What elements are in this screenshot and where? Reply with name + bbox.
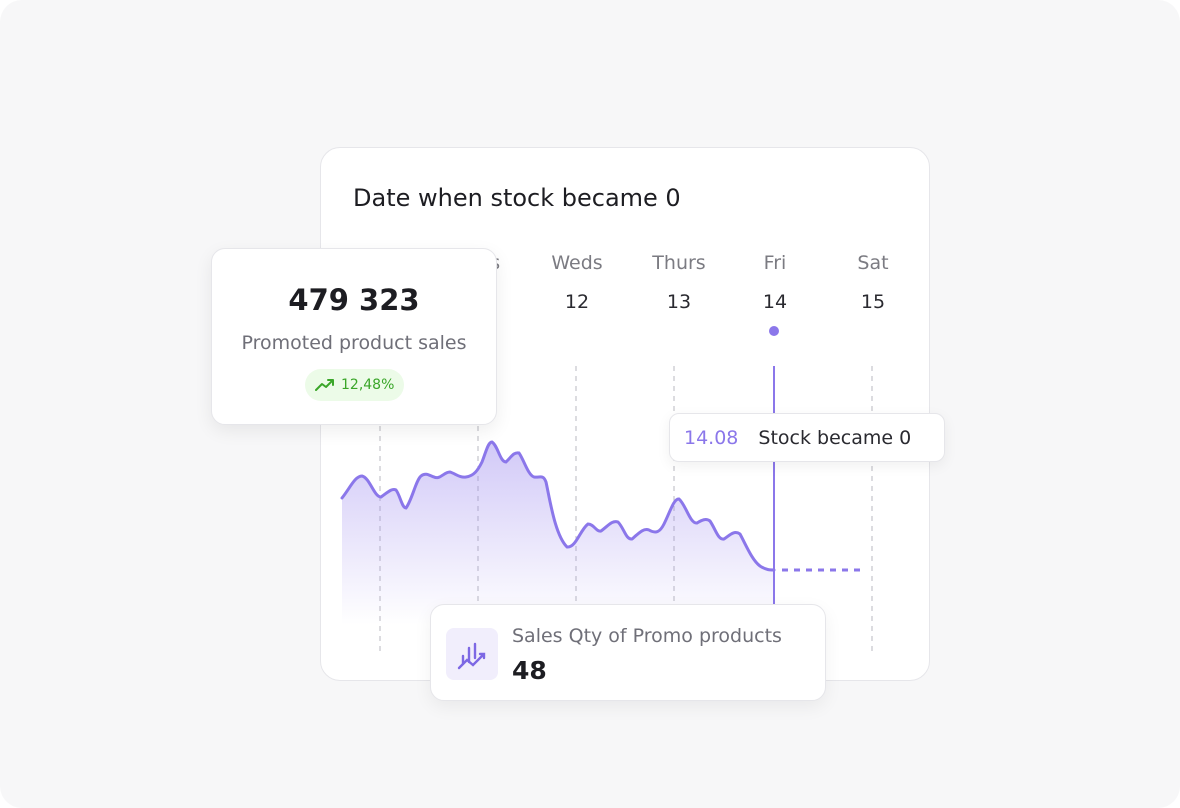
- date-label: 15: [860, 291, 886, 313]
- day-label: Thurs: [652, 252, 706, 274]
- change-value: 12,48%: [341, 377, 395, 393]
- trend-icon: [315, 379, 334, 391]
- chart-title: Date when stock became 0: [353, 184, 681, 212]
- qty-value: 48: [512, 656, 547, 685]
- qty-label: Sales Qty of Promo products: [512, 625, 782, 647]
- tooltip-text: Stock became 0: [758, 426, 912, 449]
- qty-icon-box: [446, 628, 498, 680]
- day-label: Sat: [857, 252, 889, 274]
- date-label: 13: [666, 291, 692, 313]
- date-label: 14: [762, 291, 788, 313]
- summary-label: Promoted product sales: [241, 332, 467, 354]
- qty-icon: [457, 642, 486, 670]
- qty-card: Sales Qty of Promo products 48: [430, 604, 826, 701]
- tooltip-date: 14.08: [684, 426, 739, 449]
- sales-line: [340, 440, 776, 572]
- summary-card: 479 323 Promoted product sales 12,48%: [211, 248, 497, 425]
- date-label: 12: [564, 291, 590, 313]
- selected-dot: [769, 326, 779, 336]
- day-label: Weds: [551, 252, 603, 274]
- day-label: Fri: [763, 252, 787, 274]
- change-badge: 12,48%: [305, 369, 405, 401]
- summary-value: 479 323: [288, 283, 420, 317]
- tooltip: 14.08 Stock became 0: [669, 413, 945, 462]
